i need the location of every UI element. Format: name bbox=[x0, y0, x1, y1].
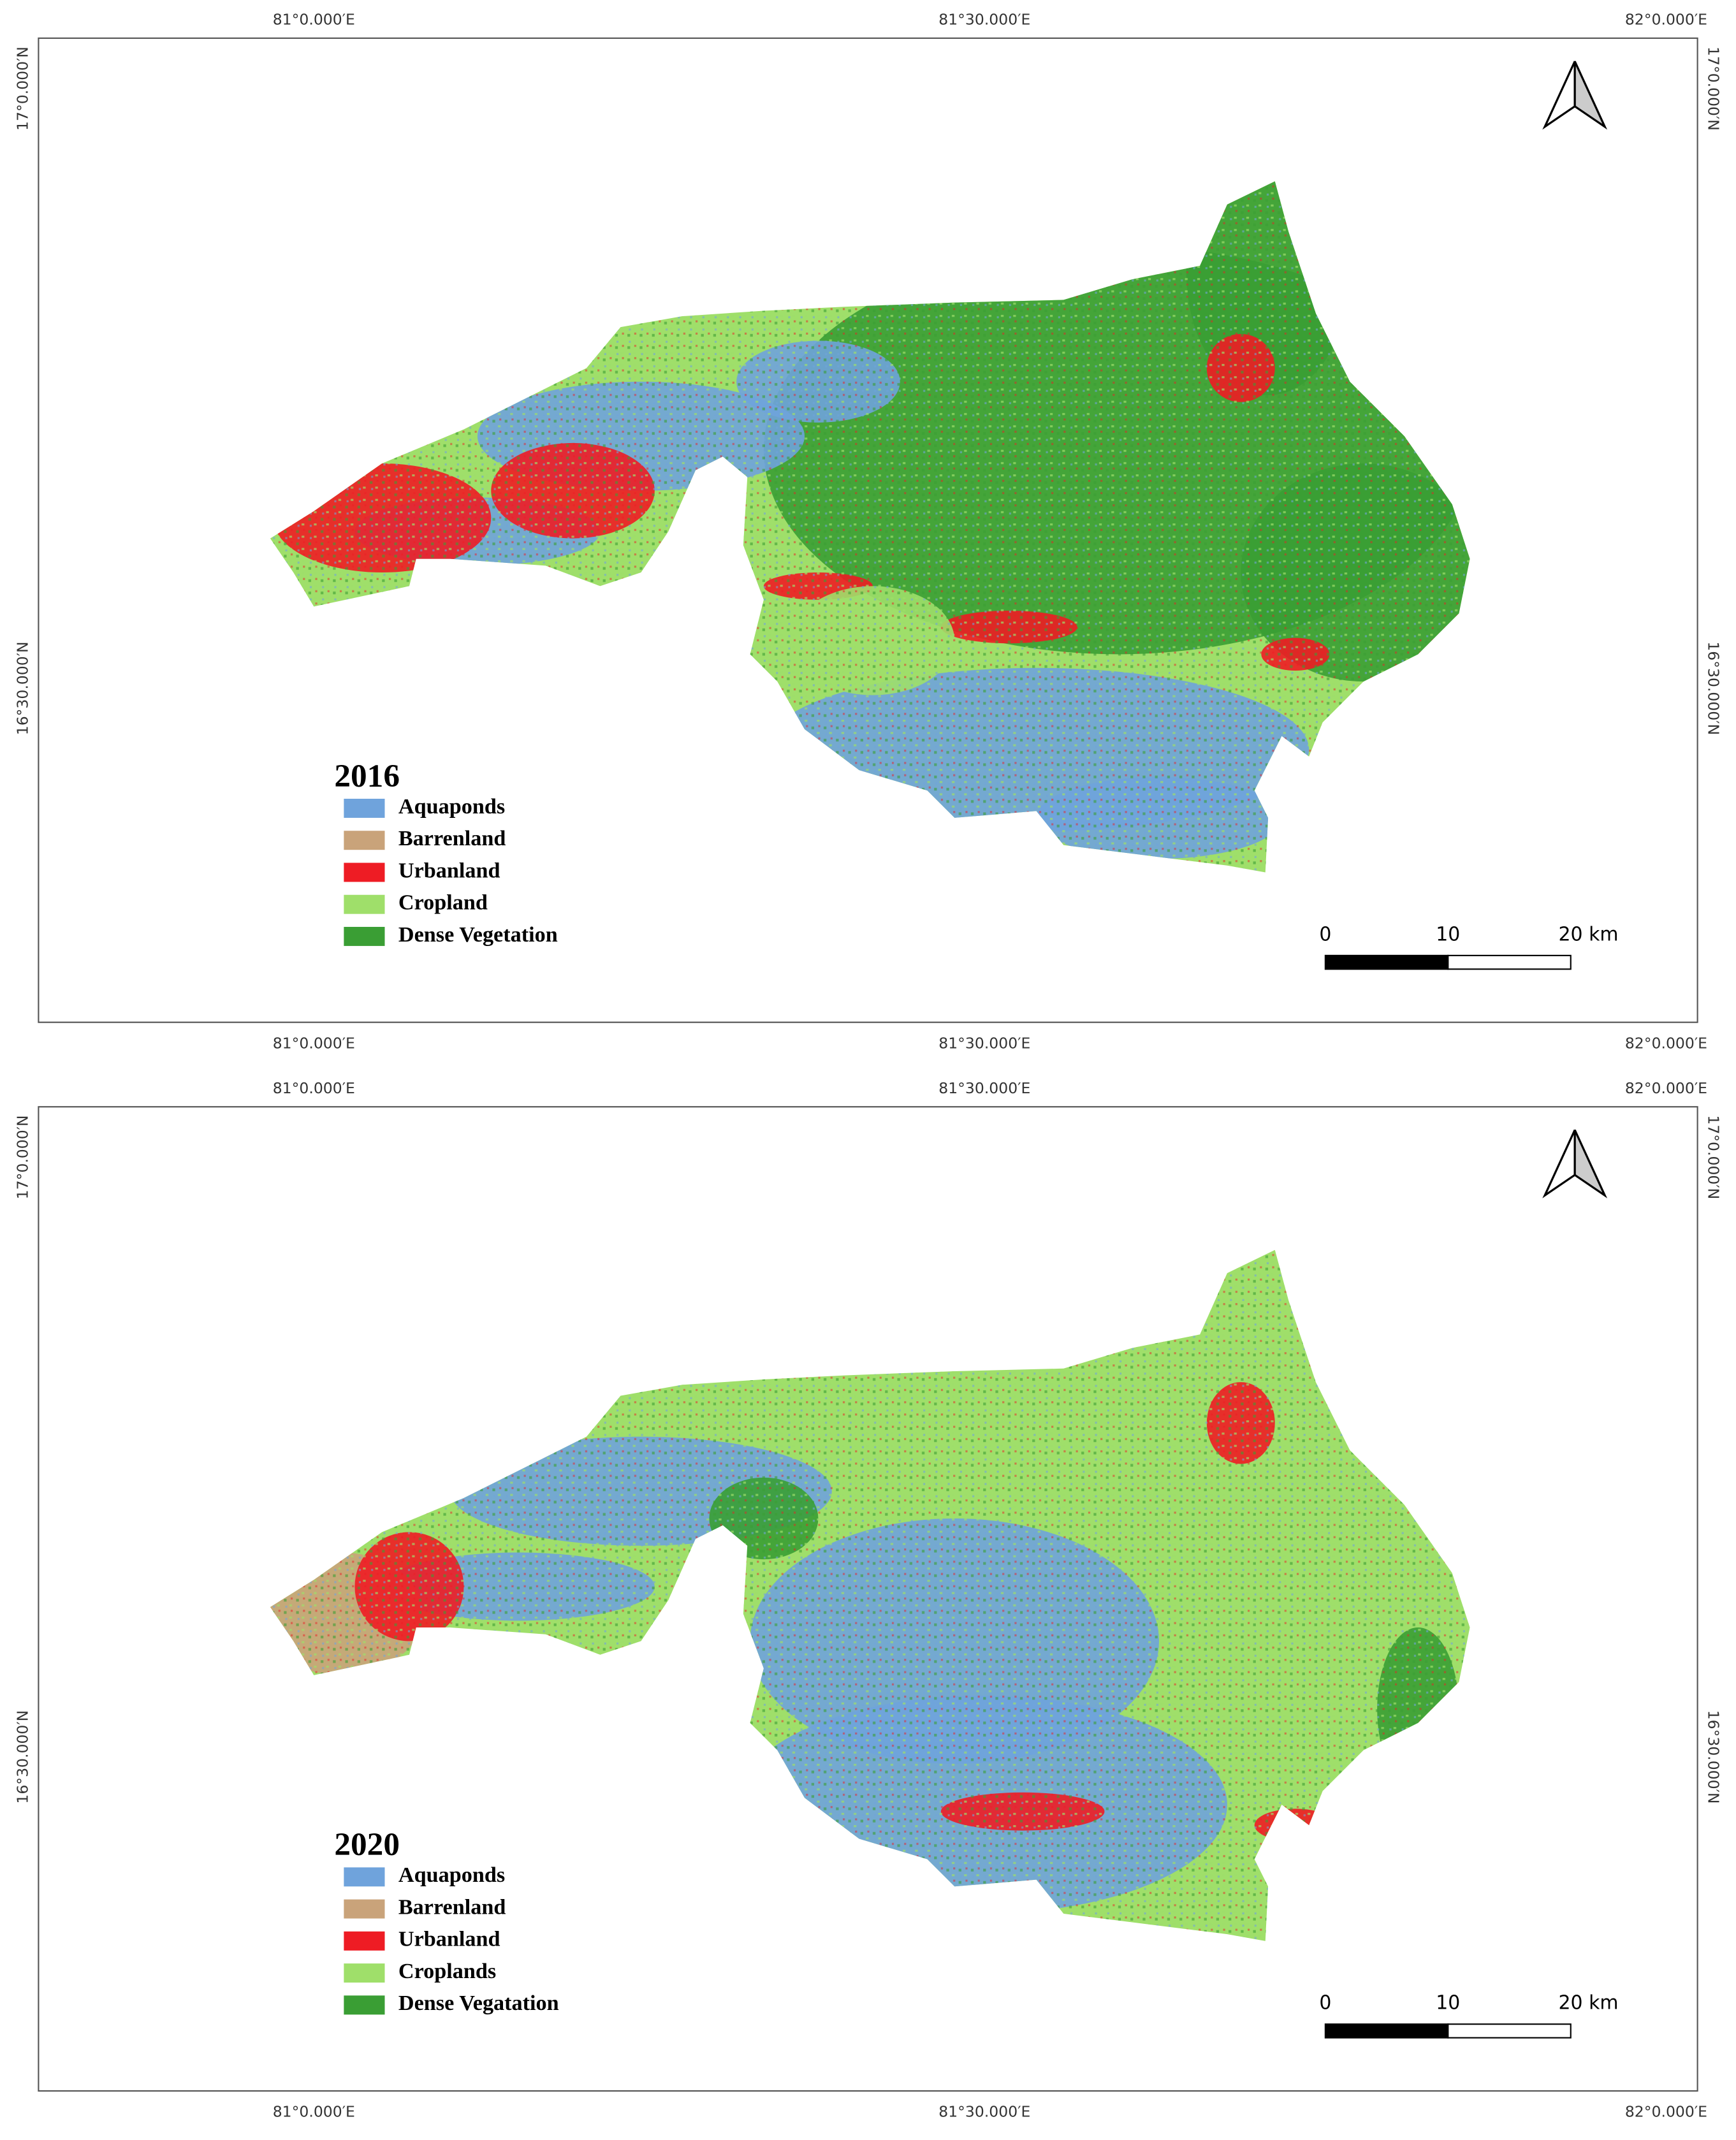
latitude-label: 16°30.000′N bbox=[13, 1710, 31, 1804]
scale-label: 20 km bbox=[1559, 923, 1619, 945]
map-panel: 81°0.000′E 81°30.000′E 82°0.000′E 81°0.000′… bbox=[13, 1079, 1722, 2121]
latitude-label: 16°30.000′N bbox=[1705, 641, 1723, 735]
latitude-label: 17°0.000′N bbox=[1705, 1115, 1723, 1199]
legend-swatch bbox=[344, 1899, 385, 1919]
land-patch bbox=[1146, 1948, 1255, 1989]
legend-title: 2016 bbox=[334, 758, 400, 794]
north-arrow bbox=[1542, 1129, 1576, 1198]
scale-label: 10 bbox=[1436, 1992, 1460, 2014]
north-arrow bbox=[1542, 61, 1576, 130]
legend-swatch bbox=[344, 1995, 385, 2015]
legend-swatch bbox=[344, 926, 385, 946]
legend-swatch bbox=[344, 863, 385, 882]
longitude-label: 81°30.000′E bbox=[938, 10, 1030, 28]
map-frame bbox=[38, 1106, 1698, 2092]
latitude-label: 17°0.000′N bbox=[13, 47, 31, 131]
longitude-label: 81°30.000′E bbox=[938, 2103, 1030, 2121]
longitude-label: 81°0.000′E bbox=[273, 1034, 355, 1052]
legend-label: Barrenland bbox=[398, 1895, 506, 1919]
legend-swatch bbox=[344, 894, 385, 914]
longitude-label: 81°0.000′E bbox=[273, 10, 355, 28]
legend-label: Urbanland bbox=[398, 1928, 500, 1951]
longitude-label: 81°0.000′E bbox=[273, 1079, 355, 1097]
longitude-label: 82°0.000′E bbox=[1625, 10, 1707, 28]
legend-swatch bbox=[344, 1963, 385, 1983]
legend-label: Barrenland bbox=[398, 827, 506, 850]
legend-label: Urbanland bbox=[398, 859, 500, 882]
land-cover bbox=[270, 181, 1470, 873]
latitude-label: 17°0.000′N bbox=[13, 1115, 31, 1199]
longitude-label: 81°0.000′E bbox=[273, 2103, 355, 2121]
legend-swatch bbox=[344, 831, 385, 850]
legend-label: Dense Vegetation bbox=[398, 923, 558, 947]
longitude-label: 82°0.000′E bbox=[1625, 1034, 1707, 1052]
north-arrow bbox=[1573, 1129, 1608, 1198]
legend-label: Aquaponds bbox=[398, 795, 505, 819]
legend-label: Croplands bbox=[398, 1960, 496, 1983]
map-panel: 81°0.000′E 81°30.000′E 82°0.000′E 81°0.000′… bbox=[13, 10, 1722, 1052]
legend-title: 2020 bbox=[334, 1826, 400, 1863]
land-patch bbox=[1104, 1982, 1241, 2037]
scale-bar bbox=[1324, 954, 1449, 970]
legend-label: Aquaponds bbox=[398, 1863, 505, 1887]
legend-label: Cropland bbox=[398, 891, 488, 915]
longitude-label: 81°30.000′E bbox=[938, 1079, 1030, 1097]
latitude-label: 16°30.000′N bbox=[13, 641, 31, 735]
latitude-label: 16°30.000′N bbox=[1705, 1710, 1723, 1804]
north-arrow bbox=[1573, 61, 1608, 130]
longitude-label: 82°0.000′E bbox=[1625, 1079, 1707, 1097]
map-frame bbox=[38, 37, 1698, 1023]
latitude-label: 17°0.000′N bbox=[1705, 47, 1723, 131]
legend-swatch bbox=[344, 798, 385, 818]
scale-label: 0 bbox=[1319, 923, 1331, 945]
scale-bar bbox=[1447, 2023, 1572, 2039]
scale-label: 10 bbox=[1436, 923, 1460, 945]
scale-label: 20 km bbox=[1559, 1992, 1619, 2014]
scale-bar bbox=[1324, 2023, 1449, 2039]
land-texture bbox=[270, 1249, 1470, 1941]
legend-swatch bbox=[344, 1931, 385, 1951]
land-texture bbox=[270, 181, 1470, 873]
land-patch bbox=[1214, 1989, 1269, 2030]
longitude-label: 81°30.000′E bbox=[938, 1034, 1030, 1052]
scale-label: 0 bbox=[1319, 1992, 1331, 2014]
legend-swatch bbox=[344, 1867, 385, 1887]
scale-bar bbox=[1447, 954, 1572, 970]
longitude-label: 82°0.000′E bbox=[1625, 2103, 1707, 2121]
legend-label: Dense Vegatation bbox=[398, 1991, 559, 2015]
